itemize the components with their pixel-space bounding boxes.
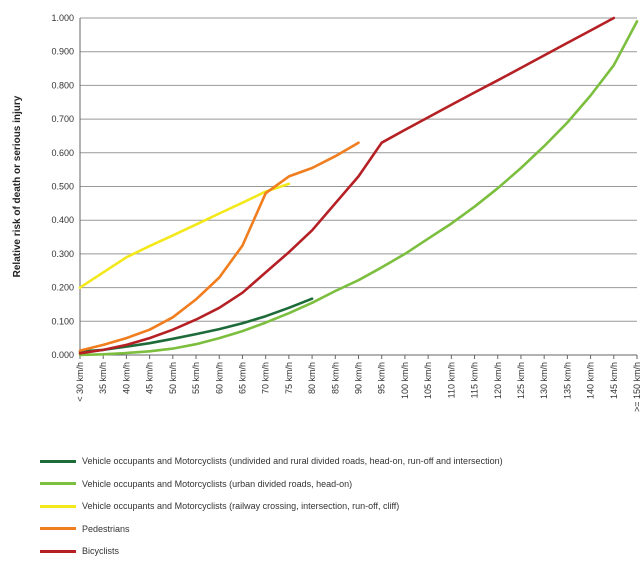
y-tick-label: 0.800 [51, 80, 74, 90]
legend-item: Vehicle occupants and Motorcyclists (rai… [40, 495, 640, 518]
y-tick-label: 0.700 [51, 114, 74, 124]
legend-label: Vehicle occupants and Motorcyclists (rai… [82, 501, 400, 512]
y-tick-label: 0.600 [51, 148, 74, 158]
legend-item: Bicyclists [40, 540, 640, 563]
y-tick-label: 0.100 [51, 316, 74, 326]
y-axis-ticks: 0.000 0.100 0.200 0.300 0.400 0.500 0.600 0.700… [51, 13, 74, 360]
x-tick-label: 135 km/h [562, 362, 572, 399]
y-tick-label: 0.000 [51, 350, 74, 360]
y-tick-label: 1.000 [51, 13, 74, 23]
y-tick-label: 0.200 [51, 283, 74, 293]
legend-swatch [40, 527, 76, 531]
series-lines [78, 16, 639, 357]
x-tick-label: >= 150 km/h [632, 362, 642, 412]
y-axis-label: Relative risk of death or serious injury [12, 95, 23, 277]
x-tick-label: 105 km/h [423, 362, 433, 399]
x-tick-label: 95 km/h [377, 362, 387, 394]
x-tick-label: 65 km/h [237, 362, 247, 394]
legend-swatch [40, 504, 76, 508]
y-tick-label: 0.500 [51, 182, 74, 192]
grid [79, 17, 637, 356]
chart: 0.000 0.100 0.200 0.300 0.400 0.500 0.600 0.700… [12, 13, 642, 412]
legend-label: Vehicle occupants and Motorcyclists (urb… [82, 478, 353, 489]
x-tick-label: < 30 km/h [75, 362, 85, 402]
legend-label: Pedestrians [82, 523, 130, 534]
x-tick-label: 120 km/h [493, 362, 503, 399]
x-tick-label: 115 km/h [470, 362, 480, 398]
legend-swatch [40, 482, 76, 486]
x-axis-ticks: < 30 km/h 35 km/h 40 km/h 45 km/h 50 km/h 55 … [75, 355, 642, 412]
series-line-4 [78, 141, 360, 352]
y-tick-label: 0.300 [51, 249, 74, 259]
legend-item: Vehicle occupants and Motorcyclists (und… [40, 450, 640, 473]
x-tick-label: 45 km/h [145, 362, 155, 394]
x-tick-label: 55 km/h [191, 362, 201, 394]
x-tick-label: 70 km/h [261, 362, 271, 394]
y-tick-label: 0.400 [51, 215, 74, 225]
series-line-2 [78, 20, 639, 357]
x-tick-label: 110 km/h [446, 362, 456, 398]
legend-item: Vehicle occupants and Motorcyclists (urb… [40, 473, 640, 496]
legend-swatch [40, 459, 76, 463]
x-tick-label: 80 km/h [307, 362, 317, 394]
x-tick-label: 90 km/h [354, 362, 364, 394]
x-tick-label: 85 km/h [330, 362, 340, 394]
series-line-5 [78, 16, 616, 355]
x-tick-label: 125 km/h [516, 362, 526, 399]
x-tick-label: 40 km/h [121, 362, 131, 394]
x-tick-label: 130 km/h [539, 362, 549, 399]
x-tick-label: 140 km/h [586, 362, 596, 399]
x-tick-label: 60 km/h [214, 362, 224, 394]
legend-item: Pedestrians [40, 518, 640, 541]
legend-swatch [40, 549, 76, 553]
legend-label: Bicyclists [82, 546, 120, 557]
y-tick-label: 0.900 [51, 47, 74, 57]
legend-label: Vehicle occupants and Motorcyclists (und… [82, 456, 503, 467]
series-line-3 [78, 182, 291, 289]
x-tick-label: 145 km/h [609, 362, 619, 399]
legend: Vehicle occupants and Motorcyclists (und… [40, 450, 640, 563]
x-tick-label: 75 km/h [284, 362, 294, 394]
x-tick-label: 35 km/h [98, 362, 108, 394]
x-tick-label: 100 km/h [400, 362, 410, 399]
x-tick-label: 50 km/h [168, 362, 178, 394]
